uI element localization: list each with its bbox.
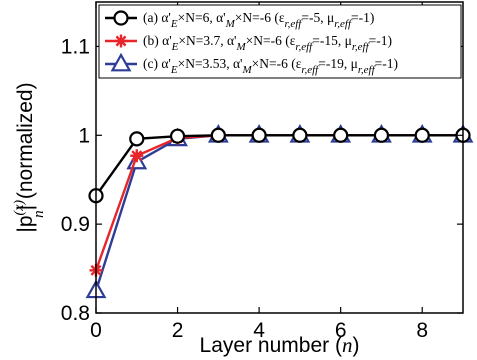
y-axis-label-prefix: |p (14, 215, 37, 232)
x-tick-label: 6 (335, 319, 347, 342)
data-point-circle (292, 127, 308, 143)
data-point-circle (169, 128, 186, 144)
data-point-star (130, 149, 144, 163)
y-tick-label: 1.1 (61, 35, 90, 58)
y-tick-label: 1 (78, 124, 90, 147)
series-line (94, 134, 463, 271)
series-0 (88, 127, 471, 204)
legend-item: (a) α'E×N=6, α'M×N=-6 (εr,eff=-5, μr,eff… (105, 10, 374, 30)
data-point-circle (129, 131, 145, 147)
y-tick-label: 0.8 (61, 302, 90, 325)
data-point-circle (210, 127, 226, 143)
y-tick-label: 0.9 (61, 213, 90, 236)
data-point-star (114, 34, 128, 48)
plot-frame (95, 1, 464, 314)
legend-label: (b) α'E×N=3.7, α'M×N=-6 (εr,eff=-15, μr,… (143, 33, 392, 53)
data-point-circle (113, 10, 129, 26)
legend-label: (c) α'E×N=3.53, α'M×N=-6 (εr,eff=-19, μr… (143, 56, 398, 76)
x-axis-label-text: Layer number ( (200, 334, 342, 357)
data-point-circle (414, 127, 430, 143)
y-axis-label: |p(x) n| (normalized) (12, 82, 47, 232)
x-axis-label-close: ) (352, 334, 359, 357)
series-line (95, 134, 463, 197)
series-1 (89, 128, 470, 277)
y-axis-label-suffix: | (normalized) (14, 82, 37, 210)
legend-item: (b) α'E×N=3.7, α'M×N=-6 (εr,eff=-15, μr,… (105, 33, 392, 53)
y-axis-label-subscript: n (31, 210, 47, 218)
x-axis-label: Layer number (n) (200, 333, 360, 357)
data-point-triangle (110, 52, 132, 72)
legend-box (98, 4, 462, 79)
legend-item: (c) α'E×N=3.53, α'M×N=-6 (εr,eff=-19, μr… (105, 52, 398, 76)
data-point-circle (373, 127, 390, 143)
x-tick-label: 0 (90, 319, 102, 342)
x-tick-label: 4 (253, 319, 265, 342)
x-axis-label-variable: n (342, 333, 353, 357)
data-point-circle (251, 127, 267, 143)
x-tick-label: 2 (172, 319, 184, 342)
data-point-circle (333, 127, 349, 143)
series-line (94, 134, 463, 292)
y-axis-label-superscript: (x) (12, 200, 27, 216)
x-tick-label: 8 (416, 319, 428, 342)
legend-label: (a) α'E×N=6, α'M×N=-6 (εr,eff=-5, μr,eff… (143, 10, 374, 30)
